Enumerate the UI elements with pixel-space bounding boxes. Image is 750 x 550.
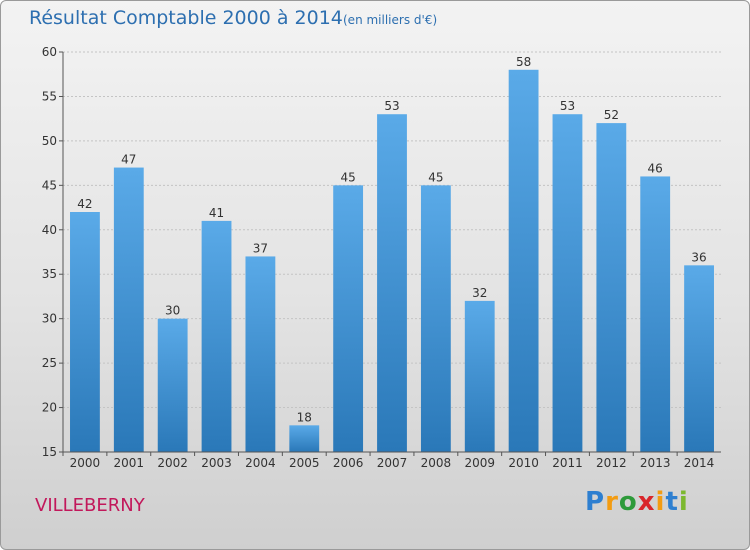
value-label-2008: 45 [428,170,443,184]
logo-letter: r [605,487,619,517]
x-tick-label-2008: 2008 [421,456,452,470]
bar-2009 [464,300,495,452]
x-tick-label-2013: 2013 [640,456,671,470]
value-label-2006: 45 [340,170,355,184]
proxiti-logo: Proxiti [585,487,689,517]
y-tick-label-35: 35 [42,267,57,281]
y-tick-label-30: 30 [42,312,57,326]
x-tick-label-2002: 2002 [157,456,188,470]
place-label: VILLEBERNY [35,495,145,516]
bar-2005 [289,425,320,452]
x-tick-label-2001: 2001 [114,456,145,470]
bar-2001 [113,167,144,453]
y-tick-label-60: 60 [42,45,57,59]
y-tick-label-55: 55 [42,89,57,103]
value-label-2013: 46 [648,161,663,175]
value-label-2003: 41 [209,206,224,220]
bar-2010 [508,69,539,453]
bar-2006 [333,185,364,453]
x-tick-label-2006: 2006 [333,456,364,470]
x-tick-label-2005: 2005 [289,456,320,470]
bar-2004 [245,256,276,452]
value-label-2012: 52 [604,108,619,122]
y-tick-label-40: 40 [42,223,57,237]
x-tick-label-2000: 2000 [70,456,101,470]
y-tick-label-15: 15 [42,445,57,459]
value-label-2009: 32 [472,286,487,300]
value-label-2011: 53 [560,99,575,113]
x-tick-label-2003: 2003 [201,456,232,470]
value-label-2007: 53 [384,99,399,113]
value-label-2000: 42 [77,197,92,211]
bar-2013 [640,176,671,452]
logo-letter: i [678,487,689,517]
bar-2000 [70,212,100,452]
logo-letter: P [585,487,606,517]
logo-letter: t [665,487,679,517]
value-label-2010: 58 [516,55,531,69]
y-tick-label-25: 25 [42,356,57,370]
x-tick-label-2004: 2004 [245,456,276,470]
bar-2012 [596,123,627,452]
logo-letter: x [637,487,656,517]
bar-2003 [201,220,232,452]
bar-2008 [420,185,451,453]
axis-layer: 15 20 25 30 35 40 45 50 55 60 2000 2001 2002 2003 2004… [42,45,721,470]
value-label-2014: 36 [691,250,706,264]
value-label-2005: 18 [297,410,312,424]
x-tick-label-2012: 2012 [596,456,627,470]
bar-2002 [157,318,188,452]
bar-layer: 42 47 30 41 37 18 45 53 45 32 58 53 52 46 36 [70,55,714,453]
logo-letter: i [655,487,666,517]
bar-2007 [377,114,407,452]
x-tick-label-2007: 2007 [377,456,408,470]
x-tick-label-2010: 2010 [508,456,539,470]
y-tick-label-20: 20 [42,401,57,415]
value-label-2004: 37 [253,241,268,255]
bar-2014 [684,265,714,452]
x-tick-label-2009: 2009 [464,456,495,470]
logo-letter: o [618,487,638,517]
chart-subtitle: (en milliers d'€) [343,13,438,27]
bar-2011 [552,114,583,452]
x-tick-label-2014: 2014 [684,456,715,470]
x-tick-label-2011: 2011 [552,456,583,470]
value-label-2001: 47 [121,153,136,167]
y-tick-label-45: 45 [42,178,57,192]
y-tick-label-50: 50 [42,134,57,148]
value-label-2002: 30 [165,304,180,318]
chart-title: Résultat Comptable 2000 à 2014 [29,7,343,29]
